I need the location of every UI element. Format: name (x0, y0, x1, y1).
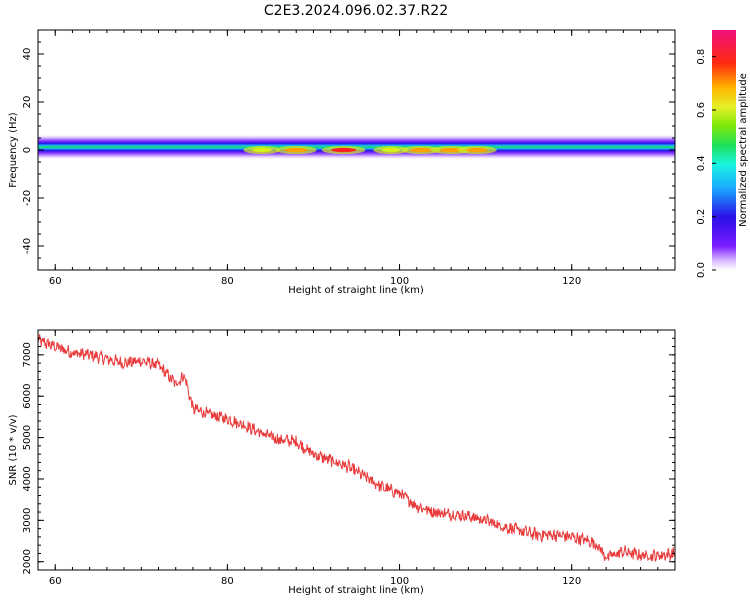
colorbar-gradient (712, 30, 736, 270)
snr-x-axis-label: Height of straight line (km) (288, 585, 424, 596)
snr-y-tick-label: 2000 (22, 549, 33, 574)
spectrogram-peaks (243, 146, 497, 154)
snr-x-tick-label: 80 (221, 576, 234, 587)
snr-x-tick-label: 100 (390, 576, 409, 587)
colorbar-tick-label: 0.8 (696, 49, 707, 65)
spectral-peak (439, 147, 463, 153)
spectrogram-y-axis-label: Frequency (Hz) (8, 112, 19, 188)
spectral-peak (331, 147, 357, 153)
spectrogram-x-tick-label: 100 (390, 276, 409, 287)
spectrogram-x-tick-label: 80 (221, 276, 234, 287)
spectrogram-y-ticks: -40 -20 0 20 40 (22, 29, 675, 271)
spectrogram-y-tick-label: 20 (22, 96, 33, 109)
colorbar-tick-label: 0.4 (696, 155, 707, 171)
colorbar: 0.0 0.2 0.4 0.6 0.8 Normalized spectral ampl… (696, 30, 749, 278)
snr-plot-area (38, 330, 675, 570)
spectral-peak (284, 147, 308, 153)
snr-series-line (38, 334, 675, 562)
spectral-peak (381, 147, 401, 153)
colorbar-ticks: 0.0 0.2 0.4 0.6 0.8 (696, 49, 716, 278)
spectrogram-y-tick-label: 0 (22, 147, 33, 153)
snr-y-axis-label: SNR (10 * v/v) (8, 414, 19, 485)
spectrogram-band-layer (38, 134, 675, 160)
snr-y-tick-label: 4000 (22, 466, 33, 491)
spectrogram-y-tick-label: -40 (22, 238, 33, 254)
snr-frame (37, 329, 676, 571)
spectrogram-x-tick-label: 60 (49, 276, 62, 287)
spectrogram-x-ticks: 60 80 100 120 (37, 30, 676, 287)
spectrogram-x-axis-label: Height of straight line (km) (288, 285, 424, 296)
snr-x-ticks: 60 80 100 120 (37, 330, 676, 587)
snr-x-tick-label: 120 (562, 576, 581, 587)
spectrogram-y-tick-label: 40 (22, 48, 33, 61)
spectral-peak (251, 147, 272, 153)
snr-panel: 60 80 100 120 2000 3000 4000 5000 6000 7000 Heig… (8, 329, 676, 596)
spectrogram-panel: 60 80 100 120 -40 -20 0 20 40 Height of straigh… (8, 29, 676, 296)
snr-y-ticks: 2000 3000 4000 5000 6000 7000 (22, 329, 675, 574)
snr-y-tick-label: 6000 (22, 383, 33, 408)
colorbar-tick-label: 0.2 (696, 209, 707, 225)
snr-x-tick-label: 60 (49, 576, 62, 587)
colorbar-label: Normalized spectral amplitude (738, 73, 749, 227)
spectral-peak (410, 147, 433, 153)
colorbar-tick-label: 0.6 (696, 102, 707, 118)
snr-y-tick-label: 3000 (22, 508, 33, 533)
spectrogram-x-tick-label: 120 (562, 276, 581, 287)
spectral-peak (466, 147, 489, 153)
snr-y-tick-label: 5000 (22, 425, 33, 450)
spectrogram-y-tick-label: -20 (22, 190, 33, 206)
colorbar-tick-label: 0.0 (696, 262, 707, 278)
snr-y-tick-label: 7000 (22, 342, 33, 367)
chart-title: C2E3.2024.096.02.37.R22 (264, 3, 448, 19)
